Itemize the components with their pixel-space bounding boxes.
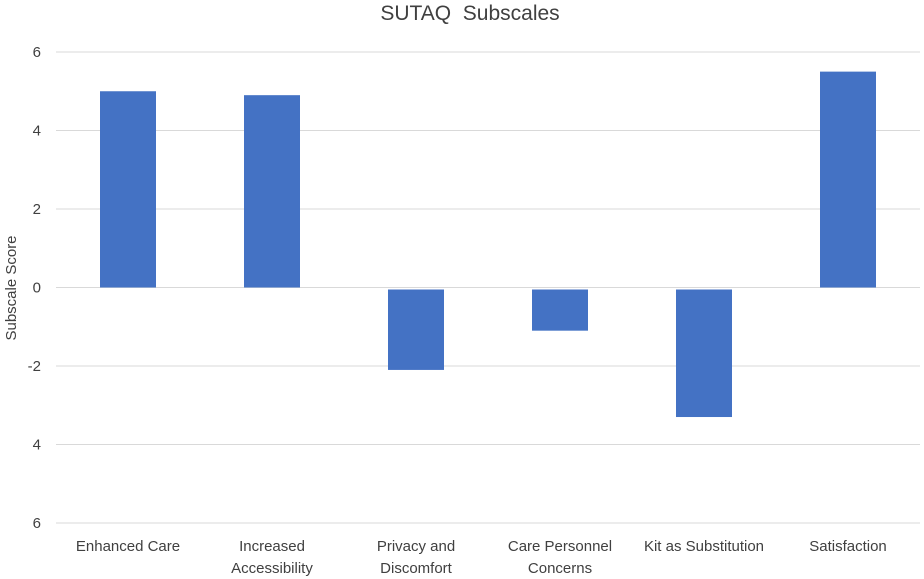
bar xyxy=(244,95,300,288)
x-category-label-line: Discomfort xyxy=(380,560,453,577)
x-category-label: Satisfaction xyxy=(809,538,887,555)
y-tick-label: 4 xyxy=(33,123,41,140)
x-category-label-line: Concerns xyxy=(528,560,592,577)
x-axis-categories: Enhanced Care Increased Accessibility Priva… xyxy=(76,538,887,577)
y-tick-label: 6 xyxy=(33,44,41,61)
x-category-label: Privacy and Discomfort xyxy=(377,538,455,577)
x-category-label-line: Satisfaction xyxy=(809,538,887,555)
x-category-label: Care Personnel Concerns xyxy=(508,538,612,577)
x-category-label-line: Kit as Substitution xyxy=(644,538,764,555)
y-tick-label: -2 xyxy=(28,358,41,375)
x-category-label-line: Privacy and xyxy=(377,538,455,555)
y-tick-label: 4 xyxy=(33,437,41,454)
gridlines xyxy=(56,51,920,524)
bar xyxy=(532,289,588,331)
y-tick-label: 2 xyxy=(33,201,41,218)
x-category-label: Enhanced Care xyxy=(76,538,180,555)
y-axis-label: Subscale Score xyxy=(3,235,20,340)
x-category-label: Increased Accessibility xyxy=(231,538,313,577)
y-tick-label: 6 xyxy=(33,515,41,532)
x-category-label-line: Increased xyxy=(239,538,305,555)
x-category-label-line: Accessibility xyxy=(231,560,313,577)
y-axis-ticks: 6 4 2 0 -2 4 6 xyxy=(28,44,41,532)
x-category-label: Kit as Substitution xyxy=(644,538,764,555)
bar xyxy=(388,289,444,370)
y-tick-label: 0 xyxy=(33,280,41,297)
bar xyxy=(820,71,876,288)
chart-title: SUTAQ Subscales xyxy=(380,2,559,25)
bar xyxy=(100,91,156,288)
bar xyxy=(676,289,732,418)
bars xyxy=(100,71,876,418)
x-category-label-line: Enhanced Care xyxy=(76,538,180,555)
x-category-label-line: Care Personnel xyxy=(508,538,612,555)
